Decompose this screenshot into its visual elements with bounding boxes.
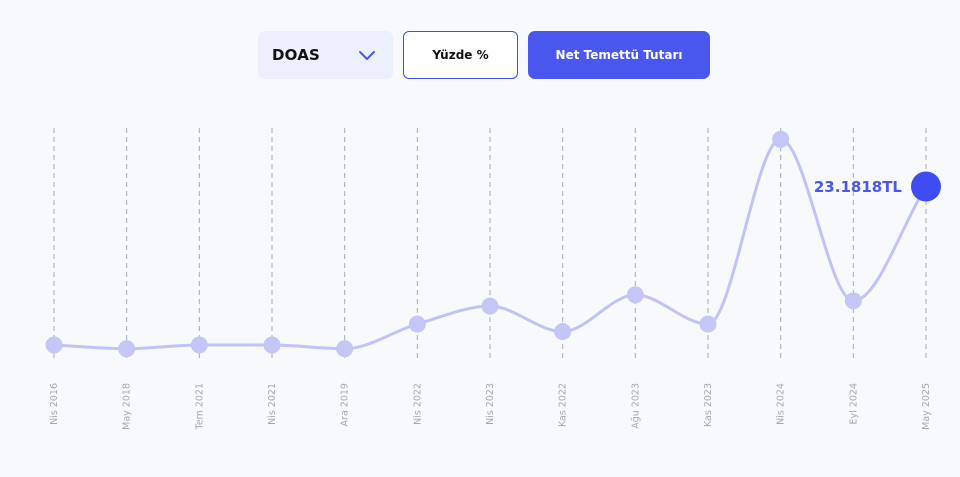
x-tick-label: Nis 2016 [49,383,60,425]
x-tick-label: Kas 2023 [703,383,714,427]
data-point [626,286,644,304]
data-point [336,340,354,358]
chevron-down-icon [358,49,376,61]
x-tick-label: Ara 2019 [340,383,351,426]
data-point [699,315,717,333]
dividend-controls: DOAS Yüzde % Net Temettü Tutarı [258,31,710,79]
data-point [844,292,862,310]
x-tick-label: Nis 2022 [412,383,423,425]
data-point [118,340,136,358]
x-tick-label: May 2025 [921,383,932,430]
data-point [190,336,208,354]
data-point [45,336,63,354]
current-dividend-point[interactable] [911,171,941,202]
data-point [263,336,281,354]
ticker-select-label: DOAS [272,46,321,64]
data-point [481,297,499,315]
x-tick-label: Nis 2024 [776,383,787,425]
data-point [554,323,572,341]
x-tick-label: Eyl 2024 [848,383,859,424]
x-tick-label: Nis 2021 [267,383,278,425]
x-tick-label: Tem 2021 [194,383,205,430]
x-tick-label: Nis 2023 [485,383,496,425]
data-point [408,315,426,333]
current-dividend-value-label: 23.1818TL [814,178,903,196]
net-dividend-amount-button[interactable]: Net Temettü Tutarı [528,31,710,79]
x-tick-label: Ağu 2023 [630,383,641,429]
data-point [772,130,790,148]
x-tick-label: May 2018 [122,383,133,430]
ticker-select[interactable]: DOAS [258,31,393,79]
x-tick-label: Kas 2022 [558,383,569,427]
percent-button[interactable]: Yüzde % [403,31,518,79]
